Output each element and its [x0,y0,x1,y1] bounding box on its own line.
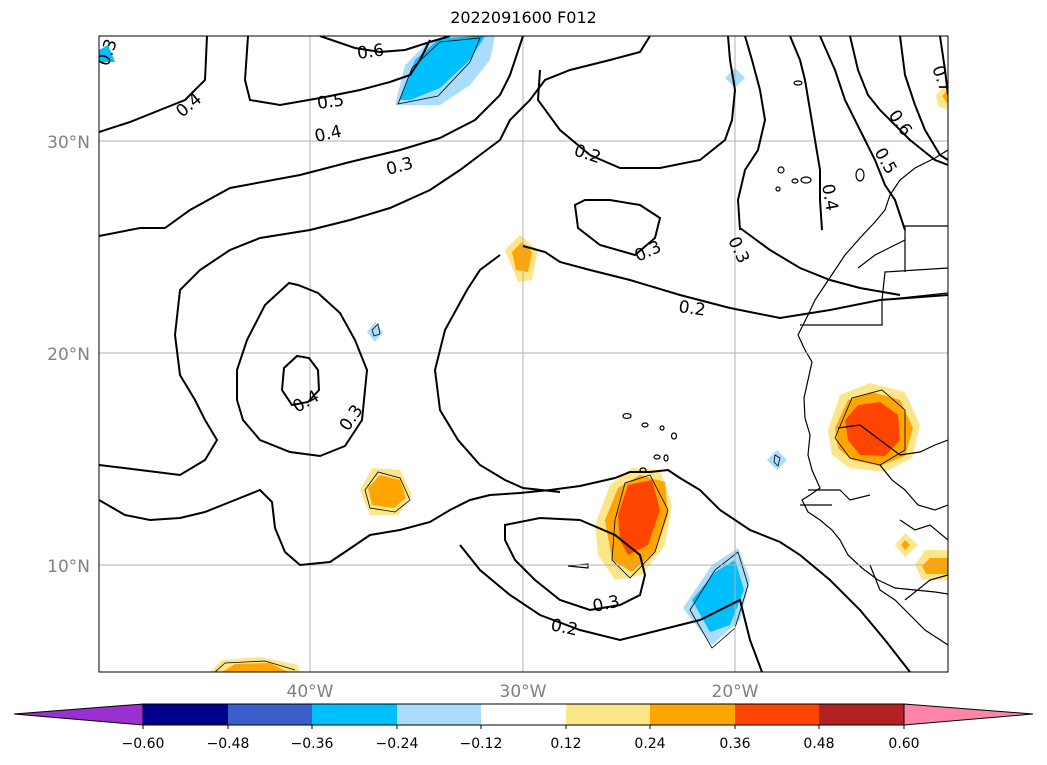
colorbar-label: −0.48 [207,736,250,752]
colorbar-segment [397,704,481,725]
colorbar-label: −0.36 [291,736,334,752]
lat-label: 10°N [47,557,90,577]
colorbar-segment [143,704,228,725]
colorbar-extend-right [903,703,1034,726]
shaded-anomalies [99,36,948,672]
colorbar-label: 0.48 [803,736,834,752]
lat-label: 30°N [47,133,90,153]
colorbar-segment [481,704,566,725]
anomaly-outlines [214,37,906,672]
contour-label: 0.2 [677,297,707,321]
contour-lines [99,36,948,672]
colorbar: −0.60 −0.48 −0.36 −0.24 −0.12 0.12 0.24 … [13,703,1034,752]
lon-label: 20°W [712,682,759,702]
contour-label: 0.4 [817,182,841,212]
colorbar-label: 0.24 [634,736,665,752]
map-frame [98,35,949,673]
lon-label: 30°W [500,682,547,702]
colorbar-label: 0.36 [719,736,750,752]
colorbar-label: −0.60 [122,736,165,752]
lon-label: 40°W [287,682,334,702]
colorbar-segment [312,704,397,725]
colorbar-segment [819,704,904,725]
longitude-labels: 40°W 30°W 20°W [287,682,759,702]
colorbar-label: −0.12 [460,736,503,752]
map-title: 2022091600 F012 [450,8,597,27]
colorbar-segment [566,704,650,725]
lat-label: 20°N [47,345,90,365]
contour-label: 0.6 [356,40,386,64]
colorbar-segment [650,704,735,725]
colorbar-extend-left [13,703,144,726]
latitude-labels: 30°N 20°N 10°N [47,133,90,577]
colorbar-segment [228,704,312,725]
gridlines [99,36,948,672]
colorbar-label: 0.12 [550,736,581,752]
colorbar-label: 0.60 [888,736,919,752]
colorbar-segment [735,704,819,725]
colorbar-label: −0.24 [376,736,419,752]
contour-label: 0.5 [316,90,346,114]
colorbar-frame [142,703,905,726]
coastline [797,149,948,646]
